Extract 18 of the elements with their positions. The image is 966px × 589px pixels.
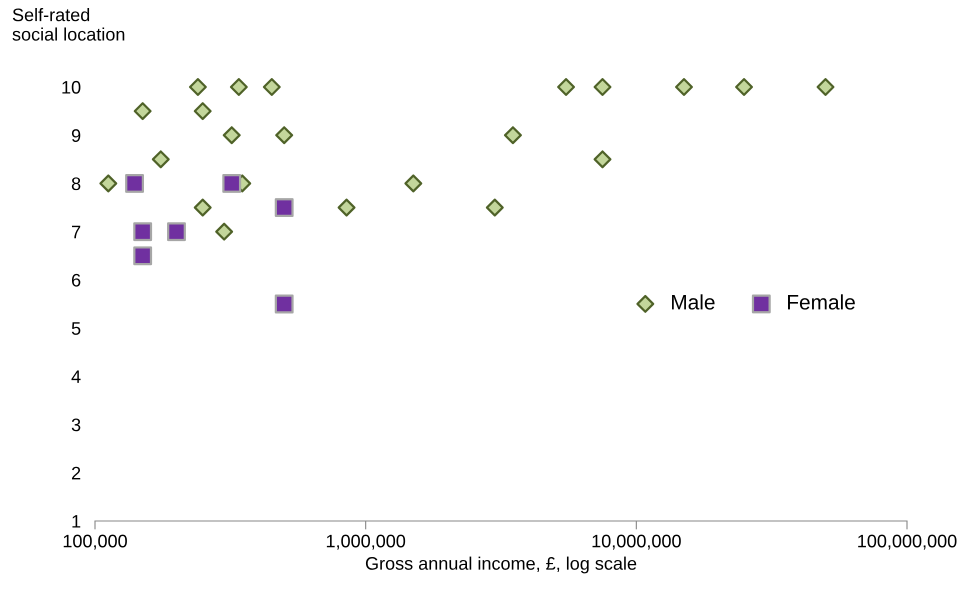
y-tick-label: 3 [72, 418, 80, 432]
legend-label: Female [788, 294, 855, 310]
x-tick-label: 1,000,000 [326, 534, 406, 550]
y-tick-label: 2 [72, 466, 80, 480]
y-tick-label: 9 [72, 129, 80, 142]
x-tick-label: 100,000,000 [858, 534, 957, 550]
y-tick-label: 1 [72, 515, 80, 528]
y-tick-label: 7 [72, 226, 80, 238]
x-tick-label: 100,000 [64, 534, 127, 550]
y-tick-label: 4 [71, 370, 81, 383]
y-tick-label: 8 [72, 177, 80, 190]
y-tick-label: 5 [72, 322, 80, 335]
x-tick-label: 10,000,000 [592, 534, 681, 550]
y-tick-label: 6 [72, 274, 80, 287]
y-axis-title: Self-rated social location [12, 8, 124, 41]
x-axis-title: Gross annual income, £, log scale [366, 556, 636, 574]
legend-label: Male [672, 294, 715, 310]
y-tick-label: 10 [62, 80, 80, 94]
